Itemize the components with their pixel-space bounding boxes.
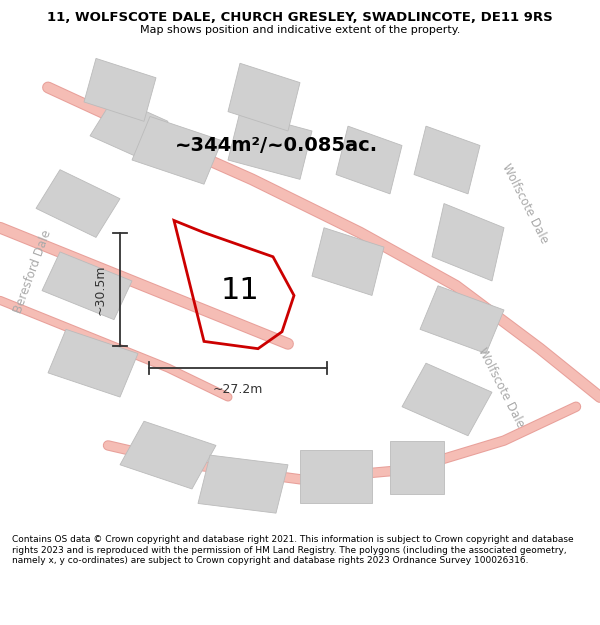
Text: Map shows position and indicative extent of the property.: Map shows position and indicative extent… [140,25,460,35]
Polygon shape [228,63,300,131]
Text: ~27.2m: ~27.2m [213,382,263,396]
Text: ~30.5m: ~30.5m [94,264,107,314]
Polygon shape [36,169,120,238]
Text: Beresford Dale: Beresford Dale [12,228,54,315]
Polygon shape [390,441,444,494]
Polygon shape [402,363,492,436]
Polygon shape [300,450,372,504]
Polygon shape [48,329,138,397]
Polygon shape [90,97,168,160]
Polygon shape [420,286,504,354]
Polygon shape [42,252,132,319]
Text: ~344m²/~0.085ac.: ~344m²/~0.085ac. [175,136,377,155]
Polygon shape [84,58,156,121]
Polygon shape [336,126,402,194]
Text: 11, WOLFSCOTE DALE, CHURCH GRESLEY, SWADLINCOTE, DE11 9RS: 11, WOLFSCOTE DALE, CHURCH GRESLEY, SWAD… [47,11,553,24]
Text: Contains OS data © Crown copyright and database right 2021. This information is : Contains OS data © Crown copyright and d… [12,535,574,565]
Polygon shape [432,204,504,281]
Text: Wolfscote Dale: Wolfscote Dale [475,345,527,429]
Text: 11: 11 [221,276,259,305]
Polygon shape [132,116,222,184]
Polygon shape [198,455,288,513]
Polygon shape [228,112,312,179]
Polygon shape [414,126,480,194]
Polygon shape [120,421,216,489]
Polygon shape [312,228,384,296]
Text: Wolfscote Dale: Wolfscote Dale [499,161,551,246]
